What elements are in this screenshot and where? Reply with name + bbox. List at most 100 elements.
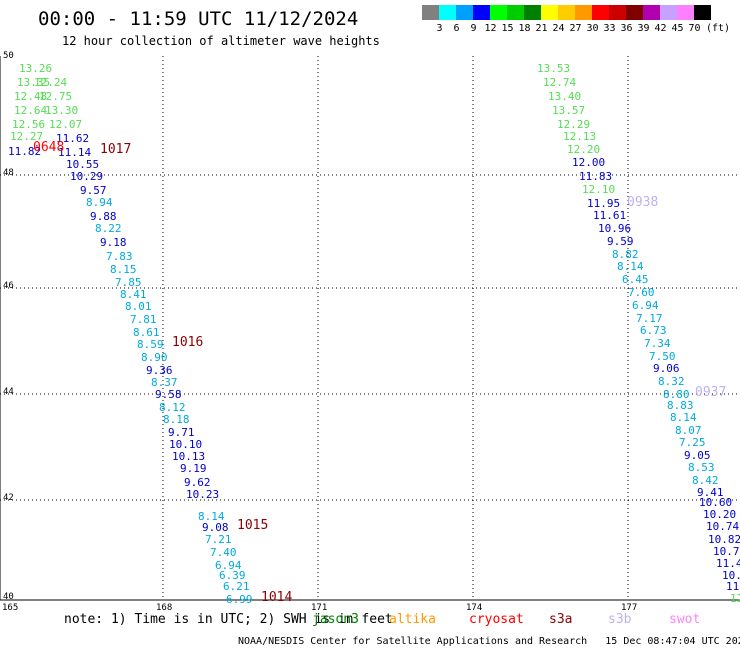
latitude-label: 46 xyxy=(3,281,14,291)
wave-height-point: 8.94 xyxy=(86,196,113,209)
legend-label: 39 xyxy=(637,23,650,34)
wave-height-point: 8.41 xyxy=(120,288,147,301)
wave-height-point: 9.57 xyxy=(80,184,107,197)
legend-label: 45 xyxy=(671,23,684,34)
wave-height-point: 8.01 xyxy=(125,300,152,313)
pass-time-label: 1016 xyxy=(172,335,204,350)
longitude-label: 177 xyxy=(621,603,638,613)
latitude-label: 50 xyxy=(3,51,14,61)
legend-label: 36 xyxy=(620,23,633,34)
wave-height-point: 8.14 xyxy=(198,510,225,523)
wave-height-point: 11.62 xyxy=(56,132,90,145)
wave-height-point: 8.37 xyxy=(151,376,178,389)
wave-height-point: 9.08 xyxy=(202,521,229,534)
wave-height-point: 8.42 xyxy=(692,474,719,487)
wave-height-point: 8.18 xyxy=(163,413,190,426)
latitude-label: 44 xyxy=(3,387,14,397)
wave-height-point: 10.74 xyxy=(706,520,740,533)
wave-height-point: 8.83 xyxy=(667,399,694,412)
wave-height-point: 6.99 xyxy=(226,593,253,606)
wave-height-point: 9.88 xyxy=(90,210,117,223)
wave-height-point: 8.53 xyxy=(688,461,715,474)
wave-height-point: 12.07 xyxy=(49,118,83,131)
wave-height-point: 12.29 xyxy=(557,118,591,131)
wave-height-point: 7.83 xyxy=(106,250,133,263)
legend-label: 33 xyxy=(603,23,616,34)
wave-height-point: 10.29 xyxy=(70,170,104,183)
legend-swatch xyxy=(456,5,473,20)
wave-height-point: 11.82 xyxy=(8,145,42,158)
legend-swatch xyxy=(643,5,660,20)
credit-text: NOAA/NESDIS Center for Satellite Applica… xyxy=(238,636,588,647)
wave-height-point: 11.83 xyxy=(579,170,613,183)
wave-height-point: 12.74 xyxy=(543,76,577,89)
wave-height-point: 8.90 xyxy=(141,351,168,364)
wave-height-point: 9.36 xyxy=(146,364,173,377)
satellite-legend-jason3: jason3 xyxy=(312,612,359,627)
wave-height-point: 6.21 xyxy=(223,580,250,593)
wave-height-point: 10.5 xyxy=(722,569,740,582)
wave-height-point: 10.82 xyxy=(708,533,740,546)
wave-height-point: 10.20 xyxy=(703,508,737,521)
wave-height-point: 13.53 xyxy=(537,62,571,75)
wave-height-point: 8.15 xyxy=(110,263,137,276)
wave-height-point: 12.64 xyxy=(14,104,48,117)
wave-height-point: 8.82 xyxy=(612,248,639,261)
longitude-label: 165 xyxy=(2,603,19,613)
pass-time-label: 0938 xyxy=(627,195,659,210)
wave-height-point: 11.61 xyxy=(593,209,627,222)
legend-swatch xyxy=(439,5,456,20)
satellite-legend-swot: swot xyxy=(669,612,701,627)
wave-height-point: 6.45 xyxy=(622,273,649,286)
wave-height-point: 7.17 xyxy=(636,312,663,325)
wave-height-point: 9.71 xyxy=(168,426,195,439)
wave-height-point: 12.27 xyxy=(10,130,44,143)
wave-height-point: 6.94 xyxy=(632,299,659,312)
legend-swatch xyxy=(490,5,507,20)
footer-credit: NOAA/NESDIS Center for Satellite Applica… xyxy=(238,636,740,647)
wave-height-point: 12.00 xyxy=(572,156,606,169)
wave-height-point: 11.4 xyxy=(716,557,740,570)
wave-height-point: 8.59 xyxy=(137,338,164,351)
legend-swatch xyxy=(507,5,524,20)
legend-swatch xyxy=(592,5,609,20)
wave-height-point: 9.59 xyxy=(607,235,634,248)
wave-height-point: 10.23 xyxy=(186,488,220,501)
wave-height-point: 7.25 xyxy=(679,436,706,449)
satellite-legend-altika: altika xyxy=(389,612,436,627)
pass-time-label: 0648 xyxy=(33,140,65,155)
legend-swatch xyxy=(626,5,643,20)
footer-note: note: 1) Time is in UTC; 2) SWH is in fe… xyxy=(64,612,393,627)
legend-label: 21 xyxy=(535,23,548,34)
pass-time-label: 1014 xyxy=(261,590,293,605)
wave-height-point: 11.14 xyxy=(58,146,92,159)
pass-time-label: 1015 xyxy=(237,518,269,533)
latitude-label: 48 xyxy=(3,168,14,178)
longitude-label: 171 xyxy=(311,603,328,613)
wave-height-point: 10.96 xyxy=(598,222,632,235)
legend-label: 6 xyxy=(453,23,460,34)
wave-height-point: 10.60 xyxy=(699,496,733,509)
wave-height-point: 10.55 xyxy=(66,158,100,171)
legend-label: 12 xyxy=(484,23,497,34)
wave-height-point: 13.30 xyxy=(45,104,79,117)
wave-height-point: 8.22 xyxy=(95,222,122,235)
wave-height-point: 8.07 xyxy=(675,424,702,437)
longitude-label: 168 xyxy=(156,603,173,613)
legend-swatch xyxy=(694,5,711,20)
wave-height-point: 8.14 xyxy=(670,411,697,424)
map-title: 00:00 - 11:59 UTC 11/12/2024 xyxy=(38,8,359,30)
legend-swatch xyxy=(609,5,626,20)
legend-label: 70 xyxy=(688,23,701,34)
wave-height-point: 9.19 xyxy=(180,462,207,475)
wave-height-point: 12.24 xyxy=(34,76,68,89)
wave-height-point: 8.61 xyxy=(133,326,160,339)
wave-height-point: 7.81 xyxy=(130,313,157,326)
wave-height-point: 8.32 xyxy=(658,375,685,388)
legend-label: 3 xyxy=(436,23,443,34)
wave-height-point: 6.73 xyxy=(640,324,667,337)
wave-height-point: 13.35 xyxy=(17,76,51,89)
legend-swatch xyxy=(473,5,490,20)
wave-height-point: 6.94 xyxy=(215,559,242,572)
wave-height-point: 11. xyxy=(726,580,740,593)
